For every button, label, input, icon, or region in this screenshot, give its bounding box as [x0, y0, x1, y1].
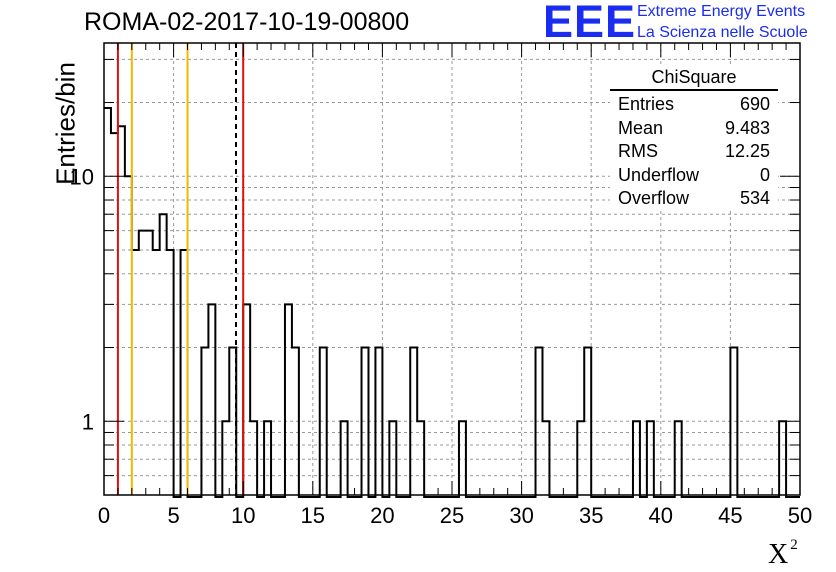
histogram-outline — [104, 106, 800, 498]
stats-row-underflow: Underflow 0 — [610, 164, 778, 188]
stats-box: ChiSquare Entries 690 Mean 9.483 RMS 12.25 … — [610, 66, 778, 211]
x-tick-label: 10 — [231, 503, 255, 528]
x-tick-label: 50 — [788, 503, 812, 528]
x-tick-label: 35 — [579, 503, 603, 528]
logo-line-1: Extreme Energy Events — [637, 3, 806, 20]
x-tick-label: 40 — [649, 503, 673, 528]
x-tick-label: 20 — [370, 503, 394, 528]
stats-value: 690 — [739, 94, 770, 114]
x-tick-label: 45 — [718, 503, 742, 528]
eee-logo: EEE — [543, 0, 637, 47]
stats-label: Underflow — [618, 164, 700, 185]
stats-row-mean: Mean 9.483 — [610, 117, 778, 141]
stats-row-rms: RMS 12.25 — [610, 140, 778, 164]
y-tick-label: 10 — [70, 164, 94, 189]
stats-label: RMS — [618, 141, 658, 161]
y-axis-label: Entries/bin — [50, 62, 81, 185]
x-axis-label-superscript: 2 — [790, 537, 798, 553]
y-tick-label: 1 — [82, 409, 94, 434]
stats-label: Mean — [618, 117, 664, 138]
stats-label: Overflow — [618, 188, 690, 208]
x-tick-label: 15 — [301, 503, 325, 528]
x-tick-label: 0 — [98, 503, 110, 528]
stats-row-entries: Entries 690 — [610, 93, 778, 117]
x-tick-label: 25 — [440, 503, 464, 528]
chart-title: ROMA-02-2017-10-19-00800 — [84, 8, 410, 36]
stats-value: 534 — [739, 188, 770, 208]
x-tick-label: 5 — [167, 503, 179, 528]
stats-row-overflow: Overflow 534 — [610, 187, 778, 211]
stats-value: 0 — [759, 164, 770, 185]
x-tick-label: 30 — [509, 503, 533, 528]
stats-title: ChiSquare — [610, 66, 778, 91]
logo-line-2: La Scienza nelle Scuole — [637, 24, 808, 41]
x-axis-label-text: X — [768, 539, 789, 570]
stats-value: 12.25 — [724, 141, 770, 161]
stats-value: 9.483 — [724, 117, 770, 138]
stats-label: Entries — [618, 94, 675, 114]
